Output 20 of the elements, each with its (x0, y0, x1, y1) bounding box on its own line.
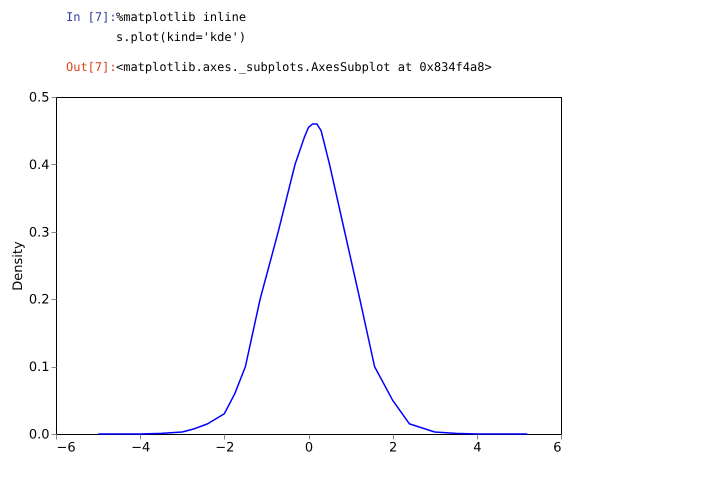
y-tick-label: 0.4 (28, 158, 50, 173)
x-tick-label: −6 (56, 440, 76, 456)
text: Out[7]: (66, 60, 117, 74)
y-tick-label: 0.3 (28, 225, 50, 240)
y-axis-title: Density (10, 240, 26, 291)
x-tick-label: 0 (304, 440, 314, 456)
x-tick-label: −4 (131, 440, 150, 456)
text: In [7]: (66, 10, 117, 24)
text: <matplotlib.axes._subplots.AxesSubplot at 0x834f4a8> (116, 60, 492, 74)
x-tick-label: 4 (473, 440, 482, 456)
text: s.plot(kind='kde') (116, 30, 246, 44)
x-tick-label: 6 (553, 440, 562, 456)
x-tick-label: −2 (215, 440, 234, 456)
x-tick-label: 2 (389, 440, 398, 456)
line-series (97, 123, 528, 435)
text: %matplotlib inline (116, 10, 246, 24)
y-tick-label: 0.0 (28, 428, 50, 442)
y-tick-label: 0.5 (28, 90, 50, 106)
y-tick-label: 0.1 (28, 360, 50, 376)
y-tick-label: 0.2 (28, 292, 50, 308)
